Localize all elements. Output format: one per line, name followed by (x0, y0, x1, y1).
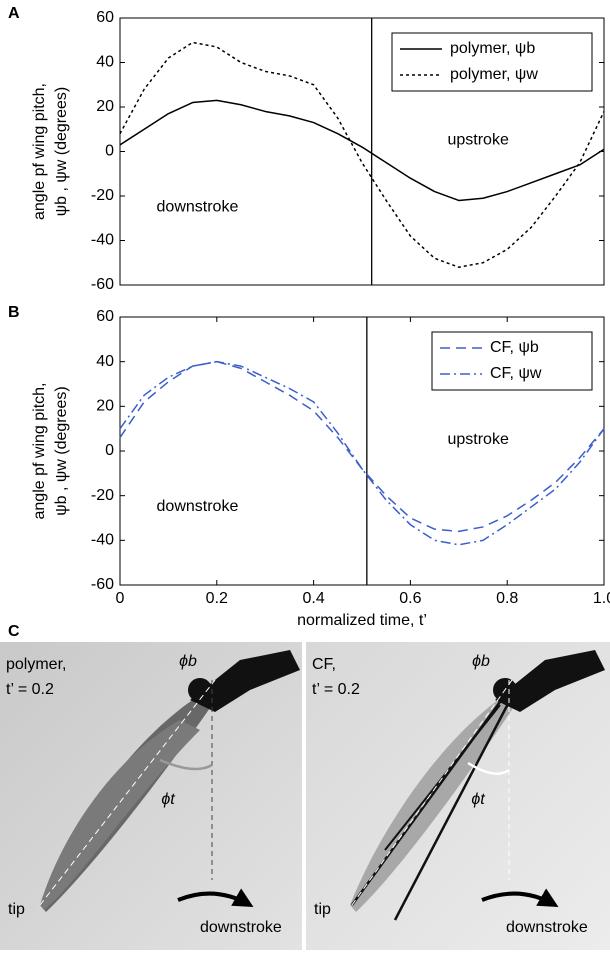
x-tick-label: 0.6 (399, 590, 421, 607)
photo-label: ϕb (179, 653, 197, 670)
y-tick-label: 40 (96, 54, 114, 71)
panel-label: A (8, 5, 20, 22)
x-tick-label: 0.8 (496, 590, 518, 607)
y-tick-label: -40 (91, 232, 114, 249)
legend-box (431, 331, 593, 391)
legend-label: CF, ψw (490, 365, 542, 382)
panel-label: C (8, 623, 20, 640)
y-tick-label: -60 (91, 576, 114, 593)
photo-left (0, 642, 302, 950)
x-tick-label: 1.0 (593, 590, 610, 607)
photo-label: ϕt (471, 791, 485, 808)
photo-label: tip (314, 901, 331, 918)
photo-label: ϕt (161, 791, 175, 808)
plot-frame (119, 316, 605, 586)
photo-label: downstroke (200, 919, 282, 936)
legend-label: polymer, ψw (450, 66, 538, 83)
y-tick-label: 60 (96, 308, 114, 325)
y-tick-label: -20 (91, 187, 114, 204)
annotation: upstroke (447, 132, 508, 149)
x-tick-label: 0.2 (206, 590, 228, 607)
y-axis-label: angle pf wing pitch, (31, 383, 48, 520)
x-tick-label: 0.4 (302, 590, 324, 607)
series-line (119, 360, 605, 533)
annotation: downstroke (157, 198, 239, 215)
photo-label: t’ = 0.2 (312, 681, 360, 698)
photo-label: t’ = 0.2 (6, 681, 54, 698)
y-tick-label: 40 (96, 353, 114, 370)
photo-right (306, 642, 610, 950)
legend-label: polymer, ψb (450, 40, 535, 57)
y-tick-label: -20 (91, 487, 114, 504)
annotation: downstroke (157, 498, 239, 515)
plot-frame (119, 17, 605, 286)
series-line (119, 99, 605, 202)
series-line (119, 360, 605, 546)
y-tick-label: 0 (105, 442, 114, 459)
y-axis-label: ψb , ψw (degrees) (53, 386, 70, 516)
y-axis-label: angle pf wing pitch, (31, 83, 48, 220)
photo-label: ϕb (472, 653, 490, 670)
panel-label: B (8, 304, 20, 321)
legend-label: CF, ψb (490, 339, 539, 356)
photo-label: tip (8, 901, 25, 918)
annotation: upstroke (447, 431, 508, 448)
x-tick-label: 0 (116, 590, 125, 607)
photo-label: polymer, (6, 656, 66, 673)
y-tick-label: 20 (96, 398, 114, 415)
y-axis-label: ψb , ψw (degrees) (53, 87, 70, 217)
x-axis-label: normalized time, t’ (297, 612, 427, 629)
y-tick-label: -60 (91, 276, 114, 293)
photo-label: CF, (312, 656, 336, 673)
series-line (119, 41, 605, 268)
y-tick-label: 0 (105, 143, 114, 160)
y-tick-label: -40 (91, 532, 114, 549)
photo-label: downstroke (506, 919, 588, 936)
y-tick-label: 20 (96, 98, 114, 115)
y-tick-label: 60 (96, 9, 114, 26)
legend-box (391, 32, 593, 92)
